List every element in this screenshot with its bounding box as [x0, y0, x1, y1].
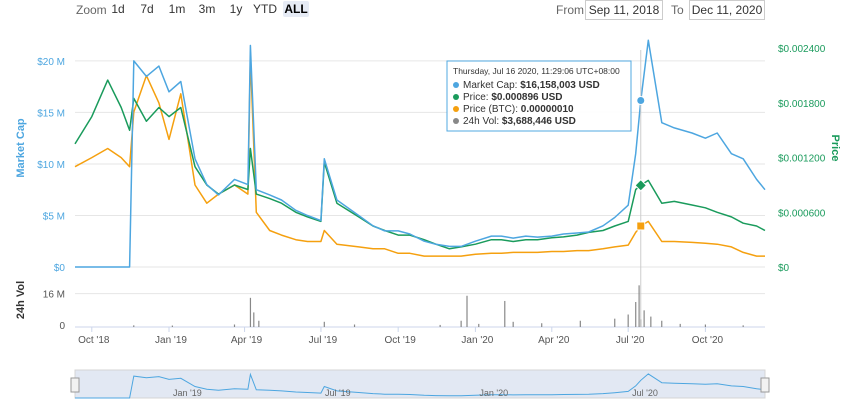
- right-axis-title: Price: [829, 135, 841, 162]
- navigator-tick-label: Jul '19: [325, 388, 351, 398]
- zoom-1d-button[interactable]: 1d: [111, 2, 125, 16]
- tooltip-row-price: Price: $0.000896 USD: [463, 92, 563, 103]
- from-date-input[interactable]: Sep 11, 2018: [585, 0, 663, 20]
- axes: Market Cap Price 24h Vol $0 $5 M $10 M $15 …: [15, 44, 841, 346]
- tooltip-row-market-cap: Market Cap: $16,158,003 USD: [463, 80, 600, 91]
- left-tick-label: $5 M: [43, 211, 65, 222]
- x-tick-label: Jan '20: [461, 335, 493, 346]
- x-tick-label: Oct '20: [692, 335, 724, 346]
- tooltip-box: [446, 60, 632, 132]
- market-cap-line: [75, 39, 766, 268]
- from-label: From: [556, 3, 584, 17]
- navigator-tick-label: Jul '20: [632, 388, 658, 398]
- price-btc-line: [74, 56, 765, 257]
- tooltip-marker-price-btc: [453, 106, 459, 112]
- right-tick-label: $0.000600: [778, 208, 826, 219]
- x-tick-label: Jul '20: [616, 335, 645, 346]
- tooltip-marker-price: [453, 94, 459, 100]
- right-tick-label: $0.002400: [778, 44, 826, 55]
- tooltip-row-volume: 24h Vol: $3,688,446 USD: [463, 116, 576, 127]
- hover-point-price-btc: [636, 221, 646, 231]
- tooltip-date: Thursday, Jul 16 2020, 11:29:06 UTC+08:0…: [453, 66, 620, 76]
- grid-lines: [75, 60, 765, 328]
- navigator[interactable]: Jan '19 Jul '19 Jan '20 Jul '20: [70, 369, 770, 399]
- to-date-input[interactable]: Dec 11, 2020: [689, 0, 765, 20]
- tooltip-row-price-btc: Price (BTC): 0.00000010: [463, 104, 574, 115]
- volume-axis-title: 24h Vol: [15, 281, 27, 319]
- zoom-1y-button[interactable]: 1y: [229, 2, 243, 16]
- chart-series: [74, 39, 766, 327]
- navigator-left-handle[interactable]: [70, 377, 80, 393]
- left-tick-label: $10 M: [37, 160, 65, 171]
- to-label: To: [671, 3, 684, 17]
- x-tick-label: Oct '19: [384, 335, 416, 346]
- volume-tick-label: 16 M: [43, 290, 65, 301]
- zoom-label: Zoom: [76, 3, 107, 17]
- navigator-series: [75, 372, 766, 399]
- right-tick-label: $0: [778, 263, 790, 274]
- x-tick-label: Apr '20: [538, 335, 570, 346]
- zoom-all-button[interactable]: ALL: [283, 1, 309, 17]
- zoom-ytd-button[interactable]: YTD: [253, 2, 277, 16]
- zoom-7d-button[interactable]: 7d: [140, 2, 154, 16]
- zoom-3m-button[interactable]: 3m: [198, 2, 216, 16]
- right-tick-label: $0.001800: [778, 99, 826, 110]
- x-tick-label: Jul '19: [309, 335, 338, 346]
- tooltip: Thursday, Jul 16 2020, 11:29:06 UTC+08:0…: [446, 60, 632, 132]
- x-tick-label: Jan '19: [155, 335, 187, 346]
- right-tick-label: $0.001200: [778, 154, 826, 165]
- x-tick-label: Apr '19: [231, 335, 263, 346]
- volume-tick-label: 0: [59, 321, 65, 332]
- volume-bars: [133, 285, 744, 327]
- tooltip-marker-market-cap: [453, 82, 459, 88]
- navigator-tick-label: Jan '20: [479, 388, 508, 398]
- left-tick-label: $0: [54, 263, 66, 274]
- range-selector-toolbar: Zoom 1d 7d 1m 3m 1y YTD ALL From Sep 11,…: [0, 0, 850, 20]
- navigator-right-handle[interactable]: [760, 377, 770, 393]
- navigator-tick-label: Jan '19: [173, 388, 202, 398]
- hover-point-price: [634, 178, 648, 192]
- left-tick-label: $15 M: [37, 108, 65, 119]
- left-tick-label: $20 M: [37, 57, 65, 68]
- tooltip-marker-volume: [453, 118, 459, 124]
- x-tick-label: Oct '18: [78, 335, 110, 346]
- hover-point-market-cap: [636, 96, 646, 106]
- left-axis-title: Market Cap: [15, 118, 27, 178]
- zoom-1m-button[interactable]: 1m: [168, 2, 186, 16]
